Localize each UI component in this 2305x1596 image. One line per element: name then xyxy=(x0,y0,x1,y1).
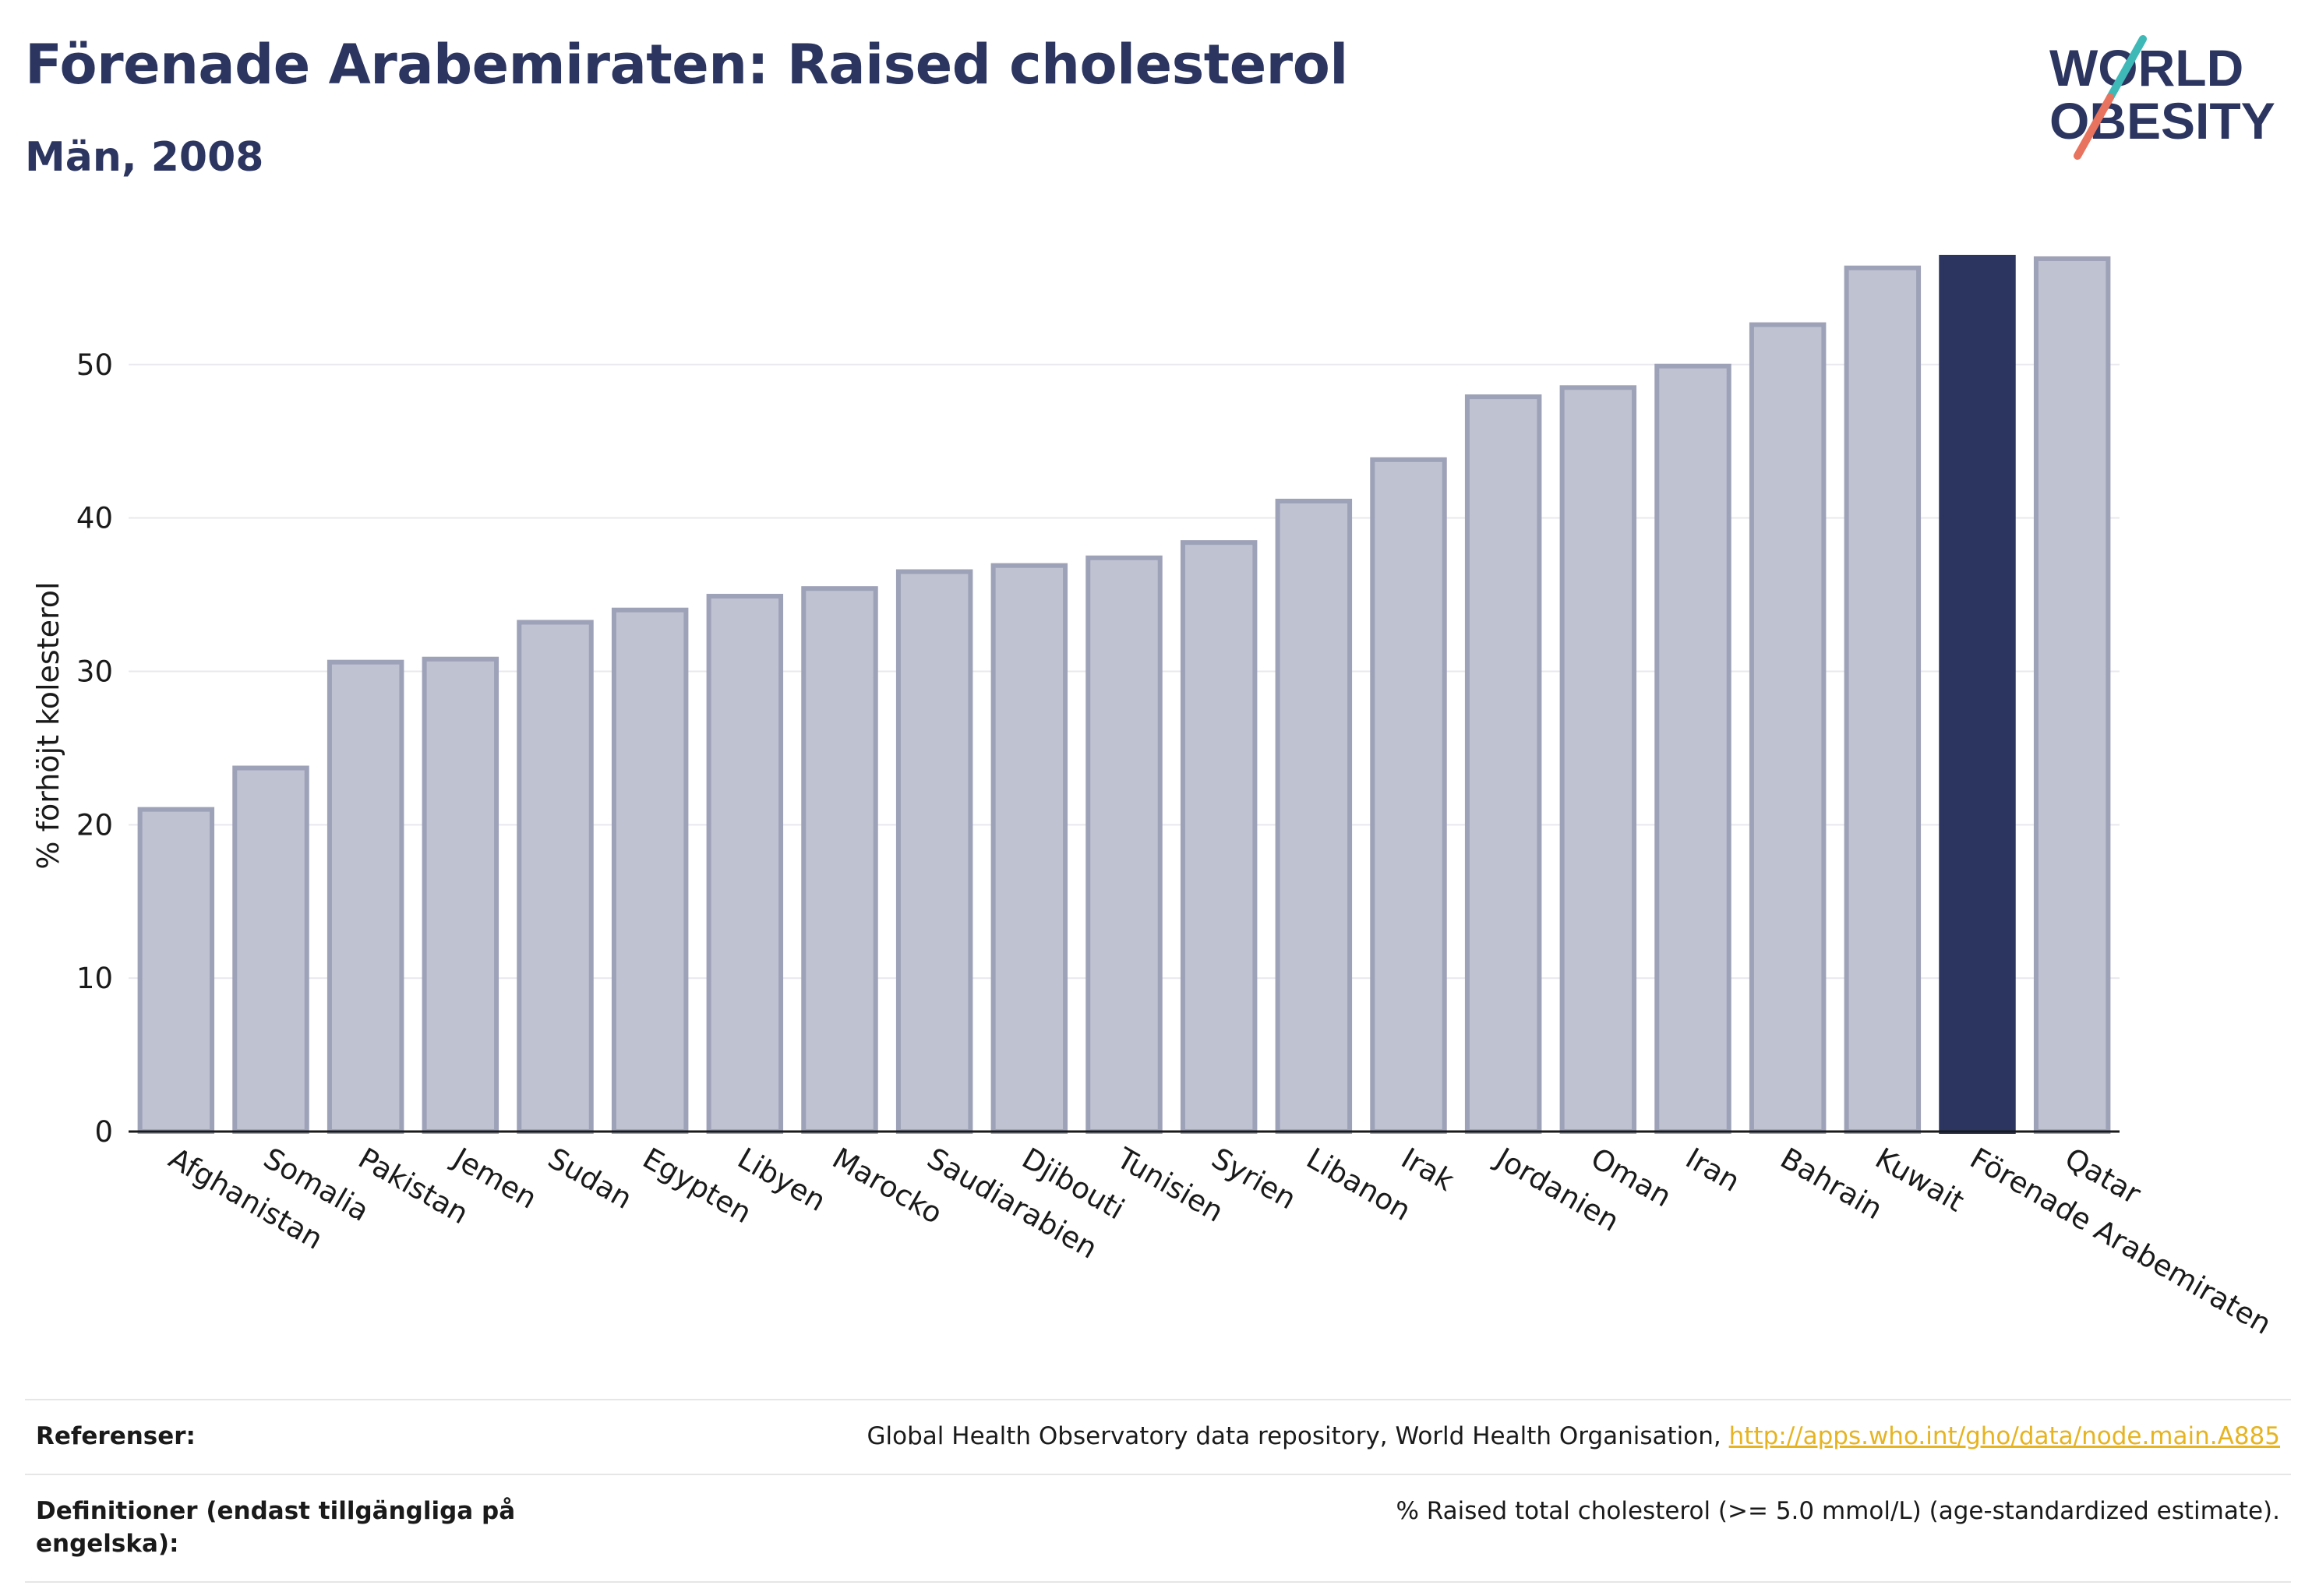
bar-kuwait xyxy=(1844,265,1922,1135)
bar-qatar xyxy=(2033,256,2111,1135)
definitions-value: % Raised total cholesterol (>= 5.0 mmol/… xyxy=(1396,1496,2280,1525)
definitions-label: Definitioner (endast tillgängliga på eng… xyxy=(36,1496,516,1558)
logo-line1: WORLD xyxy=(2049,39,2243,97)
references-value: Global Health Observatory data repositor… xyxy=(867,1421,2280,1453)
bar-libanon xyxy=(1275,498,1353,1134)
logo-slash-coral xyxy=(2074,94,2114,160)
bar-jemen xyxy=(422,656,499,1134)
bar-förenade-arabemiraten xyxy=(1939,255,2016,1134)
bar-irak xyxy=(1370,457,1447,1134)
bar-oman xyxy=(1559,385,1637,1134)
definitions-row: Definitioner (endast tillgängliga på eng… xyxy=(25,1473,2291,1583)
world-obesity-logo: WORLD OBESITY xyxy=(2026,23,2291,164)
y-tick-label: 0 xyxy=(94,1115,113,1149)
x-tick-label: Libanon xyxy=(1301,1142,1416,1228)
bar-pakistan xyxy=(327,659,404,1134)
bar-sudan xyxy=(517,620,594,1134)
bar-djibouti xyxy=(990,563,1068,1134)
references-text: Global Health Observatory data repositor… xyxy=(867,1422,1721,1450)
bar-bahrain xyxy=(1749,322,1827,1135)
logo-slash-teal xyxy=(2106,35,2147,101)
x-tick-label: Egypten xyxy=(637,1142,757,1231)
world-obesity-logo-icon: WORLD OBESITY xyxy=(2049,35,2275,160)
bar-syrien xyxy=(1180,540,1258,1134)
bar-somalia xyxy=(232,765,309,1134)
chart-title: Förenade Arabemiraten: Raised cholestero… xyxy=(25,33,1348,97)
x-tick-label: Tunisien xyxy=(1110,1141,1229,1229)
bar-libyen xyxy=(706,594,784,1134)
y-tick-label: 30 xyxy=(76,655,113,688)
x-tick-label: Sudan xyxy=(542,1142,637,1216)
bar-marocko xyxy=(801,586,878,1134)
x-tick-label: Bahrain xyxy=(1775,1142,1888,1227)
x-tick-label: Iran xyxy=(1680,1142,1746,1199)
references-row: Referenser: Global Health Observatory da… xyxy=(25,1399,2291,1474)
y-tick-label: 40 xyxy=(76,502,113,535)
y-tick-label: 10 xyxy=(76,962,113,995)
bar-saudiarabien xyxy=(895,569,973,1134)
bar-afghanistan xyxy=(137,807,215,1134)
chart-subtitle: Män, 2008 xyxy=(25,134,264,181)
references-link[interactable]: http://apps.who.int/gho/data/node.main.A… xyxy=(1728,1422,2280,1450)
references-label: Referenser: xyxy=(36,1422,196,1450)
bar-tunisien xyxy=(1085,555,1163,1134)
bar-jordanien xyxy=(1464,394,1542,1134)
y-axis-label: % förhöjt kolesterol xyxy=(31,581,65,869)
bar-iran xyxy=(1654,363,1731,1135)
bar-egypten xyxy=(611,607,689,1134)
x-tick-label: Kuwait xyxy=(1869,1142,1970,1219)
x-tick-label: Irak xyxy=(1396,1142,1460,1199)
footer: Referenser: Global Health Observatory da… xyxy=(25,1399,2291,1583)
y-tick-label: 50 xyxy=(76,348,113,382)
y-tick-label: 20 xyxy=(76,808,113,842)
